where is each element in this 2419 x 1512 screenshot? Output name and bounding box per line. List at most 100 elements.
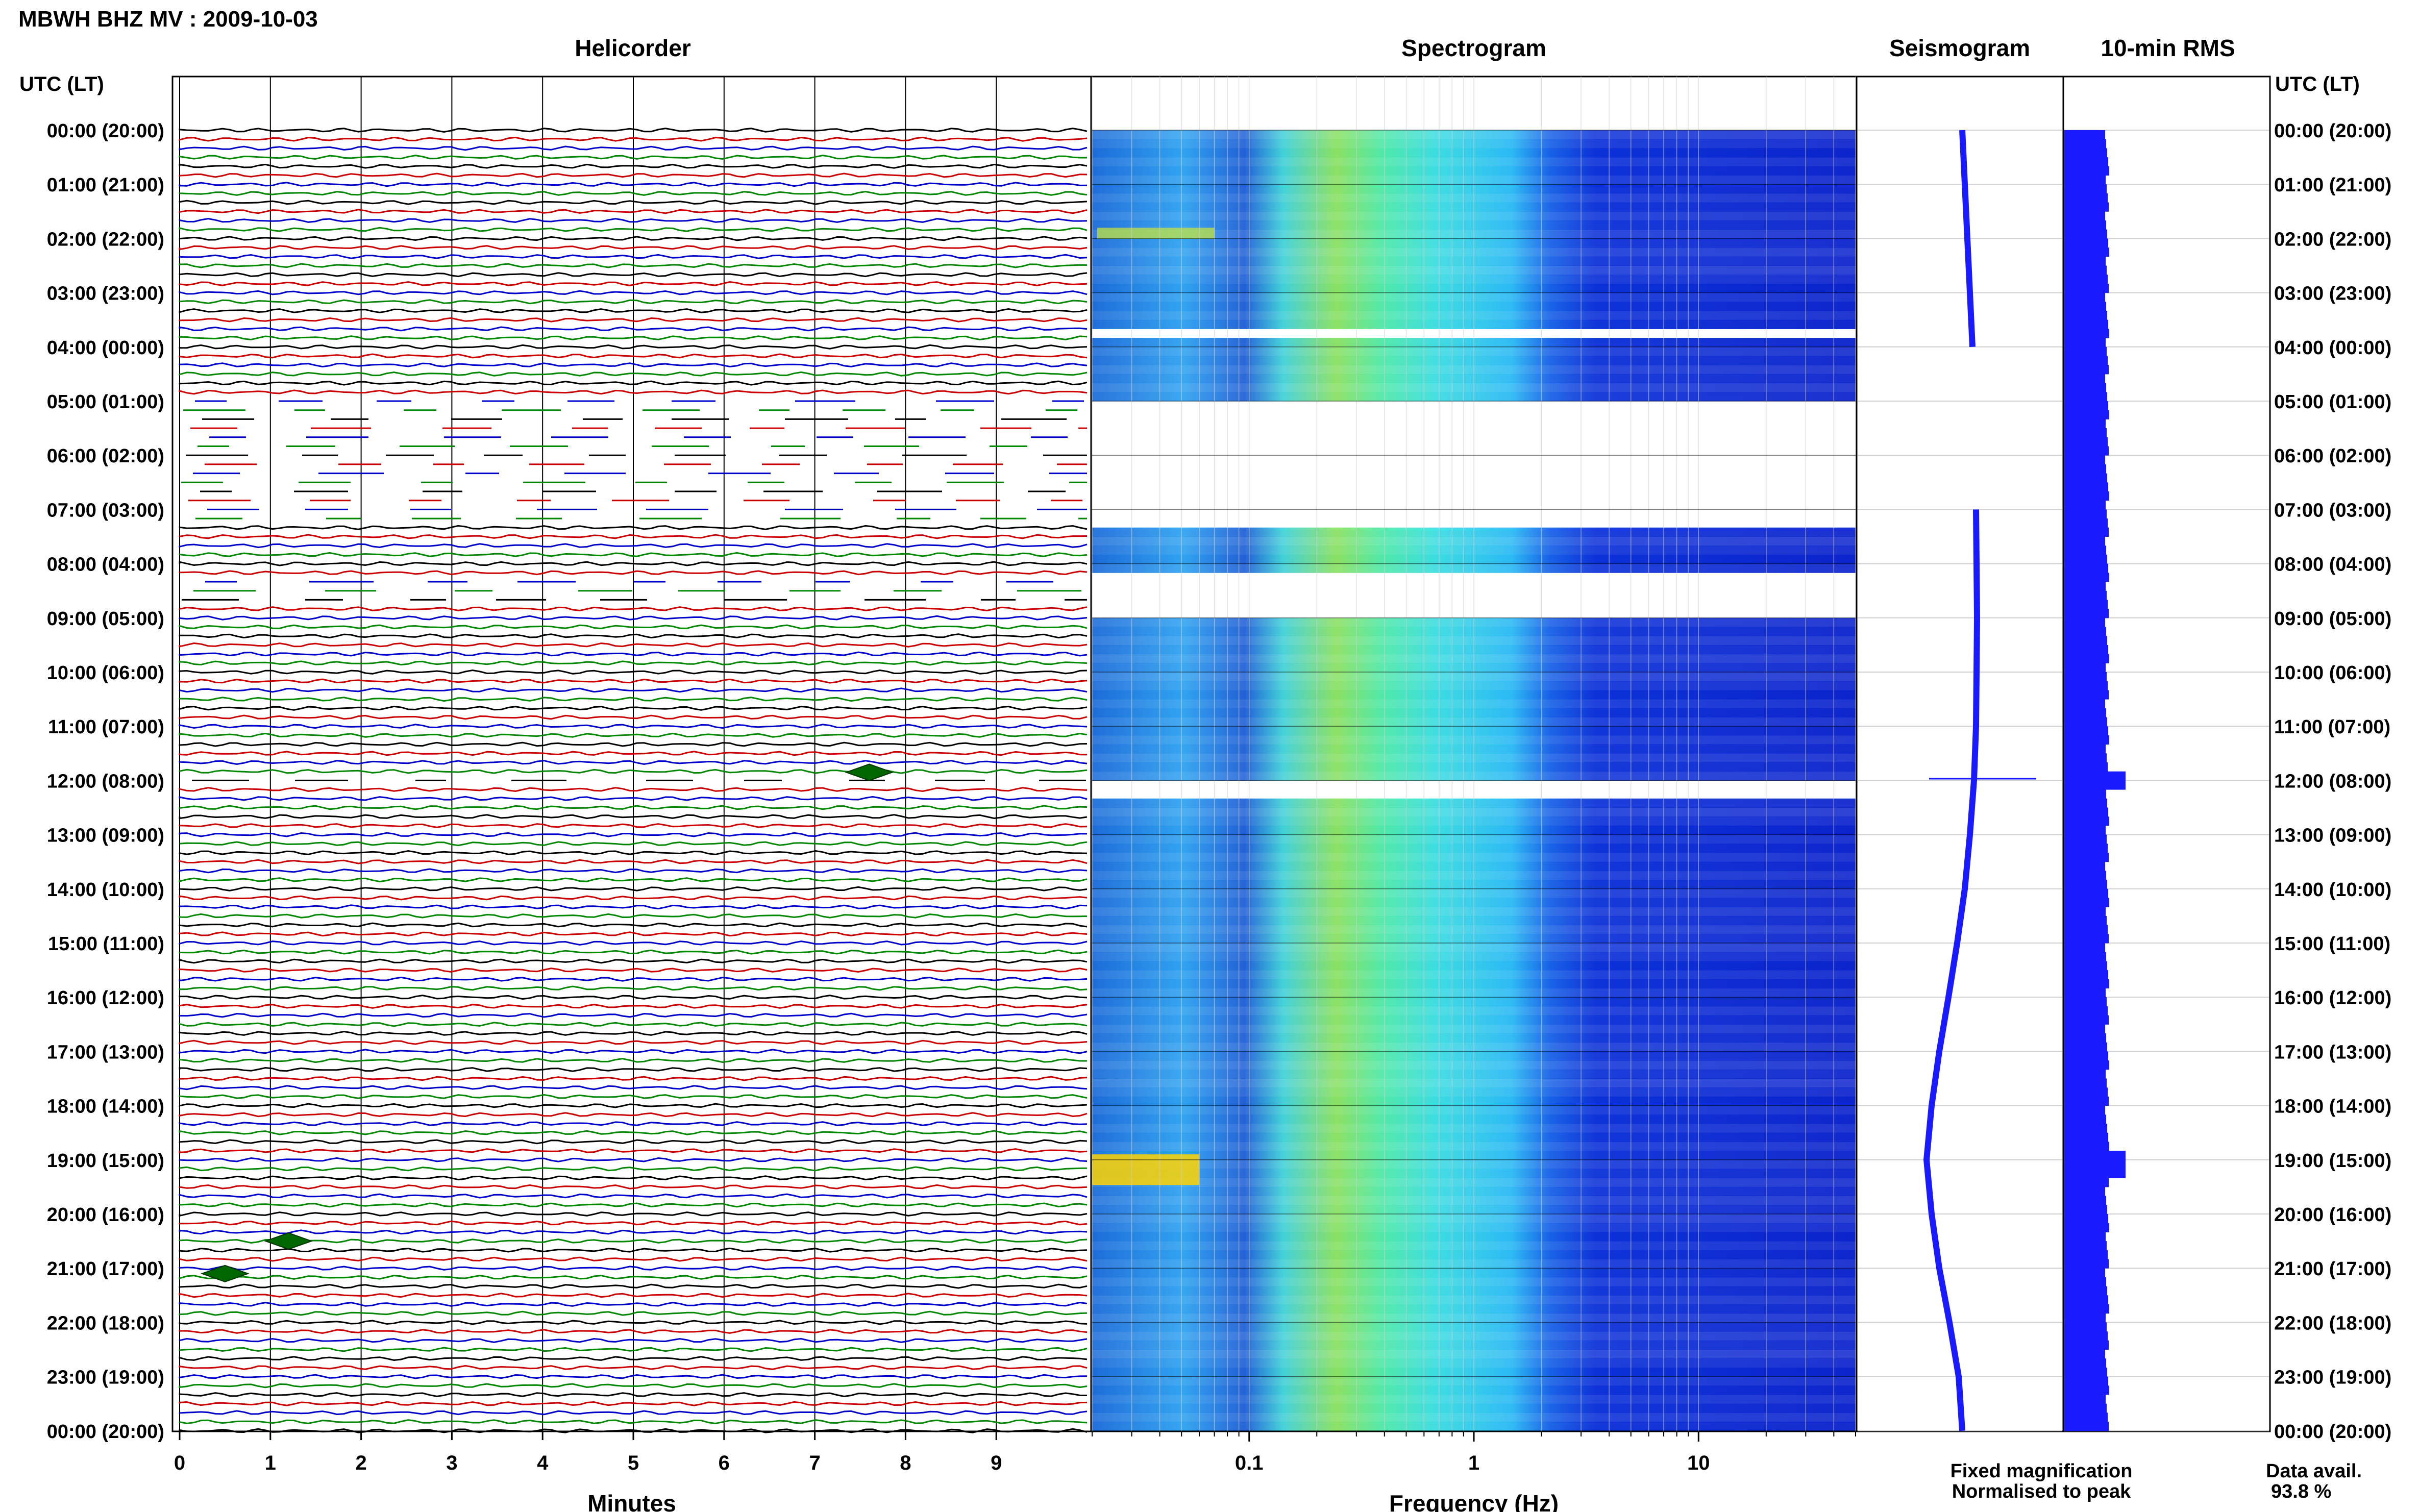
trace-line (179, 968, 1088, 973)
hour-label: 04:00 (00:00) (47, 337, 164, 359)
rms-bar (2064, 220, 2106, 230)
trace-line (179, 552, 1088, 557)
trace-line (179, 1337, 1088, 1343)
hour-label: 01:00 (21:00) (47, 175, 164, 196)
trace-line (179, 615, 1088, 621)
rms-bar (2064, 1205, 2107, 1214)
trace-line (179, 1166, 1088, 1172)
rms-bar (2064, 374, 2105, 384)
trace-line (179, 741, 1088, 747)
hour-label: 22:00 (18:00) (47, 1312, 164, 1334)
rms-bar (2064, 509, 2107, 519)
trace-line (179, 823, 1088, 828)
rms-bar (2064, 1241, 2107, 1251)
trace-line (179, 1148, 1088, 1154)
rms-bar (2064, 672, 2107, 682)
rms-bar (2064, 536, 2105, 546)
rms-bar (2064, 464, 2106, 474)
legend-fixed-magnification: Fixed magnification (1951, 1460, 2133, 1482)
rms-bar (2064, 428, 2107, 438)
trace-line (179, 886, 1088, 891)
trace-line (179, 335, 1088, 341)
hour-labels-right: 00:00 (20:00) 01:00 (21:00) 02:00 (22:00) 0… (2274, 120, 2391, 1443)
trace-line (179, 1274, 1088, 1280)
hour-label: 05:00 (01:00) (2274, 391, 2391, 413)
rms-bar (2064, 1114, 2106, 1124)
rms-bar (2064, 437, 2108, 447)
spectrogram-panel: 0.1 1 10 (1090, 76, 1858, 1474)
hour-label: 05:00 (01:00) (47, 391, 164, 413)
hour-label: 06:00 (02:00) (47, 445, 164, 467)
rms-bar (2064, 1069, 2106, 1079)
rms-bar (2064, 825, 2106, 835)
trace-line (179, 353, 1088, 359)
hour-label: 13:00 (09:00) (2274, 825, 2391, 847)
trace-line (179, 534, 1088, 539)
rms-bar (2064, 365, 2109, 375)
trace-line (179, 995, 1088, 1000)
rms-bar (2064, 184, 2107, 194)
seismogram-trace (1923, 130, 1981, 1431)
rms-bar (2064, 139, 2106, 148)
trace-line (179, 190, 1088, 196)
rms-bar (2064, 654, 2109, 663)
trace-line (179, 1175, 1088, 1181)
rms-bar (2064, 780, 2126, 790)
trace-line (179, 1211, 1088, 1217)
rms-bar (2064, 383, 2106, 392)
helicorder-xlabel: Minutes (587, 1490, 676, 1512)
rms-bar (2064, 1132, 2108, 1142)
rms-bar (2064, 473, 2107, 483)
hour-label: 16:00 (12:00) (2274, 987, 2391, 1009)
rms-bar (2064, 708, 2106, 717)
freq-tick-label: 0.1 (1235, 1452, 1264, 1474)
rms-bar (2064, 744, 2106, 754)
rms-bar (2064, 943, 2105, 953)
rms-bar (2064, 771, 2126, 781)
rms-bar (2064, 256, 2106, 266)
hour-label: 08:00 (04:00) (2274, 554, 2391, 576)
trace-line (179, 299, 1088, 305)
hour-label: 09:00 (05:00) (47, 608, 164, 630)
rms-bar (2064, 816, 2109, 826)
trace-line (179, 1374, 1088, 1379)
trace-line (179, 805, 1088, 810)
rms-bar (2064, 491, 2109, 501)
rms-bar (2064, 302, 2106, 311)
rms-bar (2064, 617, 2105, 627)
rms-bar (2064, 1395, 2106, 1404)
rms-bar (2064, 1042, 2107, 1052)
rms-bar (2064, 636, 2107, 646)
trace-line (179, 859, 1088, 864)
trace-line (179, 1293, 1088, 1298)
hour-label: 14:00 (10:00) (2274, 879, 2391, 901)
rms-bar (2064, 645, 2108, 655)
trace-line (179, 1003, 1088, 1009)
hour-label: 23:00 (19:00) (47, 1367, 164, 1389)
trace-line (179, 949, 1088, 955)
hour-label: 13:00 (09:00) (47, 825, 164, 847)
rms-bar (2064, 1196, 2106, 1205)
rms-bar (2064, 392, 2107, 402)
hour-label: 00:00 (20:00) (2274, 1421, 2391, 1443)
hour-label: 02:00 (22:00) (47, 229, 164, 250)
rms-bar (2064, 853, 2109, 862)
rms-bar (2064, 880, 2107, 889)
rms-bar (2064, 834, 2107, 844)
rms-bar (2064, 1186, 2105, 1197)
hour-label: 00:00 (20:00) (47, 120, 164, 142)
trace-line (179, 904, 1088, 910)
rms-bar (2064, 1151, 2126, 1160)
trace-line (179, 163, 1088, 169)
helicorder-panel: 0 1 2 3 4 5 6 7 8 9 (171, 76, 1092, 1474)
rms-bar (2064, 554, 2107, 564)
trace-line (179, 850, 1088, 855)
hour-label: 19:00 (15:00) (2274, 1150, 2391, 1172)
hour-label: 03:00 (23:00) (2274, 283, 2391, 305)
trace-line (179, 1049, 1088, 1054)
trace-line (179, 1157, 1088, 1162)
hour-label: 20:00 (16:00) (2274, 1204, 2391, 1226)
rms-bar (2064, 907, 2106, 916)
trace-line (179, 317, 1088, 323)
hour-label: 10:00 (06:00) (47, 662, 164, 684)
